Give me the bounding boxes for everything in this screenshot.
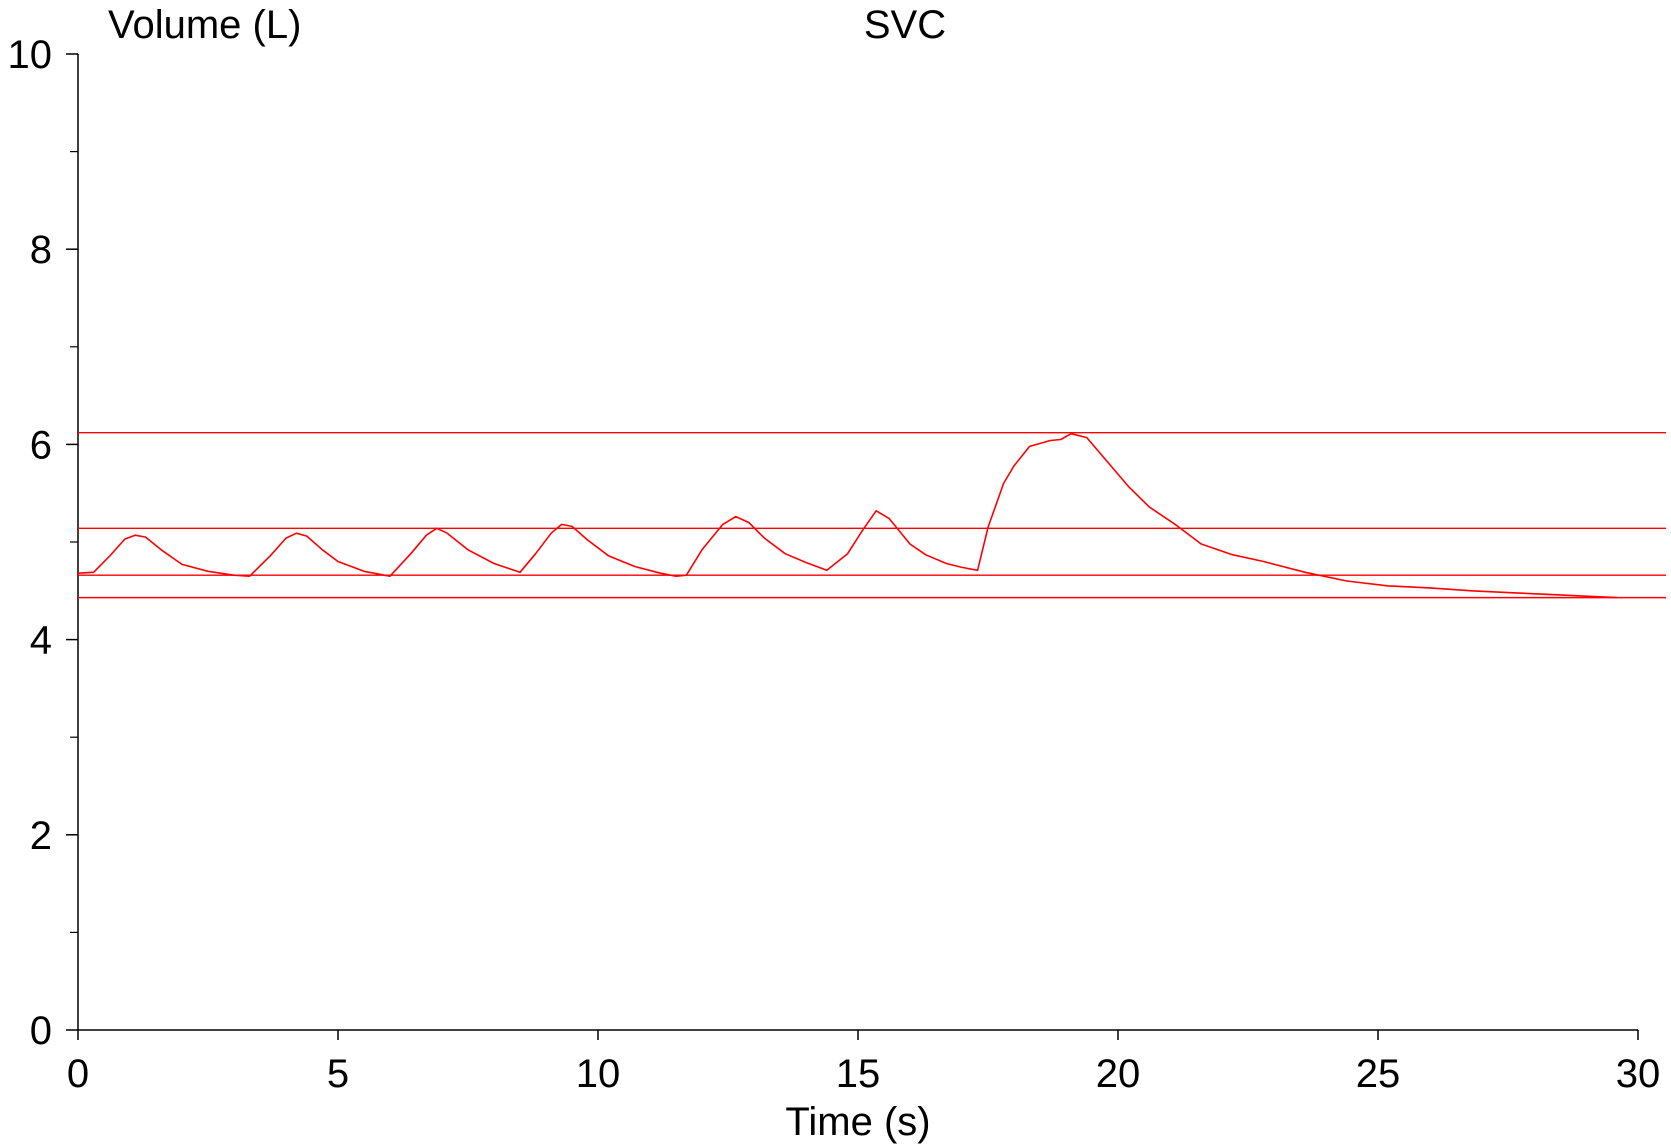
y-tick-label: 6 <box>30 423 52 467</box>
y-tick-label: 4 <box>30 619 52 663</box>
x-tick-label: 0 <box>67 1052 89 1096</box>
y-tick-label: 10 <box>8 33 53 77</box>
x-tick-label: 30 <box>1616 1052 1661 1096</box>
chart-title: SVC <box>864 3 946 47</box>
x-tick-label: 10 <box>576 1052 621 1096</box>
x-tick-label: 25 <box>1356 1052 1401 1096</box>
y-tick-label: 8 <box>30 228 52 272</box>
x-axis-label: Time (s) <box>785 1100 930 1144</box>
x-tick-label: 20 <box>1096 1052 1141 1096</box>
axes <box>77 54 1638 1031</box>
y-tick-label: 0 <box>30 1009 52 1053</box>
x-tick-label: 15 <box>836 1052 881 1096</box>
y-axis-label: Volume (L) <box>108 3 301 47</box>
ticks: 0 5 10 15 20 25 30 0 2 4 6 8 10 <box>8 33 1661 1096</box>
x-tick-label: 5 <box>327 1052 349 1096</box>
reference-lines <box>78 431 1666 599</box>
y-tick-label: 2 <box>30 814 52 858</box>
series-line <box>77 432 1618 599</box>
